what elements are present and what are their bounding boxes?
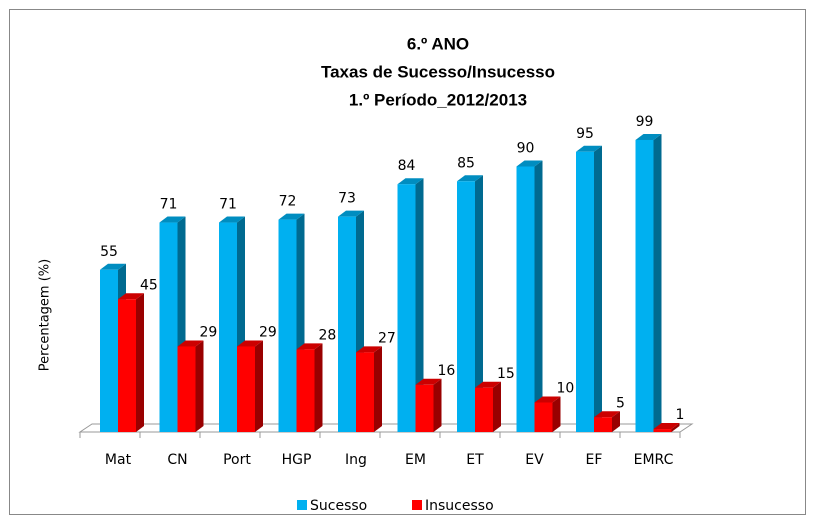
bar-side: [671, 423, 680, 432]
bar-top: [635, 133, 662, 140]
bar: [177, 346, 196, 432]
bar-side: [612, 411, 620, 432]
bar: [576, 151, 594, 432]
legend-swatch: [412, 500, 422, 510]
bar-side: [534, 160, 543, 432]
bar: [296, 349, 315, 432]
bar-top: [278, 213, 305, 220]
bar-top: [594, 411, 620, 418]
value-label: 28: [319, 327, 337, 343]
bar-top: [415, 378, 442, 385]
bar-side: [493, 381, 501, 432]
bar: [594, 417, 612, 432]
bar-top: [219, 216, 245, 223]
x-tick-label: HGP: [282, 452, 312, 468]
value-label: 16: [438, 363, 456, 379]
x-tick-label: ET: [466, 452, 484, 468]
bar-side: [415, 178, 424, 432]
chart-title: 1.º Período_2012/2013: [349, 90, 527, 109]
bar: [118, 299, 136, 432]
bar: [415, 384, 434, 432]
legend-label: Sucesso: [310, 498, 367, 514]
bar-side: [136, 293, 144, 432]
bar-top: [457, 175, 483, 182]
bar-side: [475, 175, 483, 432]
bar-side: [195, 340, 204, 432]
bar-side: [653, 133, 662, 432]
value-label: 71: [219, 197, 237, 213]
x-tick-label: Mat: [105, 452, 132, 468]
x-tick-label: EV: [525, 452, 544, 468]
x-tick-label: EMRC: [634, 452, 674, 468]
bar-side: [552, 396, 561, 432]
bar-side: [374, 346, 382, 432]
bar-top: [397, 178, 424, 185]
value-label: 5: [616, 395, 625, 411]
value-label: 15: [497, 366, 515, 382]
value-label: 29: [259, 324, 277, 340]
bar: [475, 387, 493, 432]
bar: [100, 269, 118, 432]
x-tick-label: EF: [586, 452, 603, 468]
bar-side: [594, 145, 602, 432]
bar-side: [255, 340, 263, 432]
value-label: 45: [140, 277, 158, 293]
bar: [397, 184, 416, 432]
bar-top: [576, 145, 602, 152]
chart-title: Taxas de Sucesso/Insucesso: [321, 62, 555, 81]
value-label: 29: [200, 324, 218, 340]
bar-top: [237, 340, 263, 347]
bar-top: [338, 210, 364, 217]
chart-title: 6.º ANO: [407, 34, 469, 53]
x-tick-label: EM: [405, 452, 426, 468]
value-label: 72: [279, 194, 297, 210]
bar-top: [159, 216, 186, 223]
bar-side: [314, 343, 323, 432]
value-label: 85: [457, 155, 475, 171]
bar-top: [516, 160, 543, 167]
bar: [534, 402, 553, 432]
bar-top: [118, 293, 144, 300]
value-label: 95: [576, 126, 594, 142]
bar: [219, 222, 237, 432]
bar-top: [653, 423, 680, 430]
value-label: 84: [398, 158, 416, 174]
bar-top: [534, 396, 561, 403]
bar-top: [356, 346, 382, 353]
value-label: 1: [676, 407, 685, 423]
bar: [237, 346, 255, 432]
bar-side: [433, 378, 442, 432]
bar: [516, 166, 535, 432]
value-label: 55: [100, 244, 118, 260]
value-label: 99: [636, 114, 654, 130]
bar-top: [177, 340, 204, 347]
bar: [457, 181, 475, 432]
value-label: 10: [557, 381, 575, 397]
x-tick-label: Ing: [345, 452, 367, 468]
legend-swatch: [297, 500, 307, 510]
bar-top: [296, 343, 323, 350]
bar: [278, 219, 297, 432]
legend-label: Insucesso: [425, 498, 494, 514]
bar: [653, 429, 672, 432]
value-label: 73: [338, 191, 356, 207]
value-label: 71: [160, 197, 178, 213]
value-label: 90: [517, 141, 535, 157]
bar: [356, 352, 374, 432]
bar: [635, 139, 654, 432]
bar: [338, 216, 356, 432]
y-axis-label: Percentagem (%): [38, 259, 53, 371]
x-tick-label: CN: [167, 452, 187, 468]
x-tick-label: Port: [223, 452, 251, 468]
value-label: 27: [378, 330, 396, 346]
bar-top: [100, 263, 126, 270]
bar-top: [475, 381, 501, 388]
bar: [159, 222, 178, 432]
